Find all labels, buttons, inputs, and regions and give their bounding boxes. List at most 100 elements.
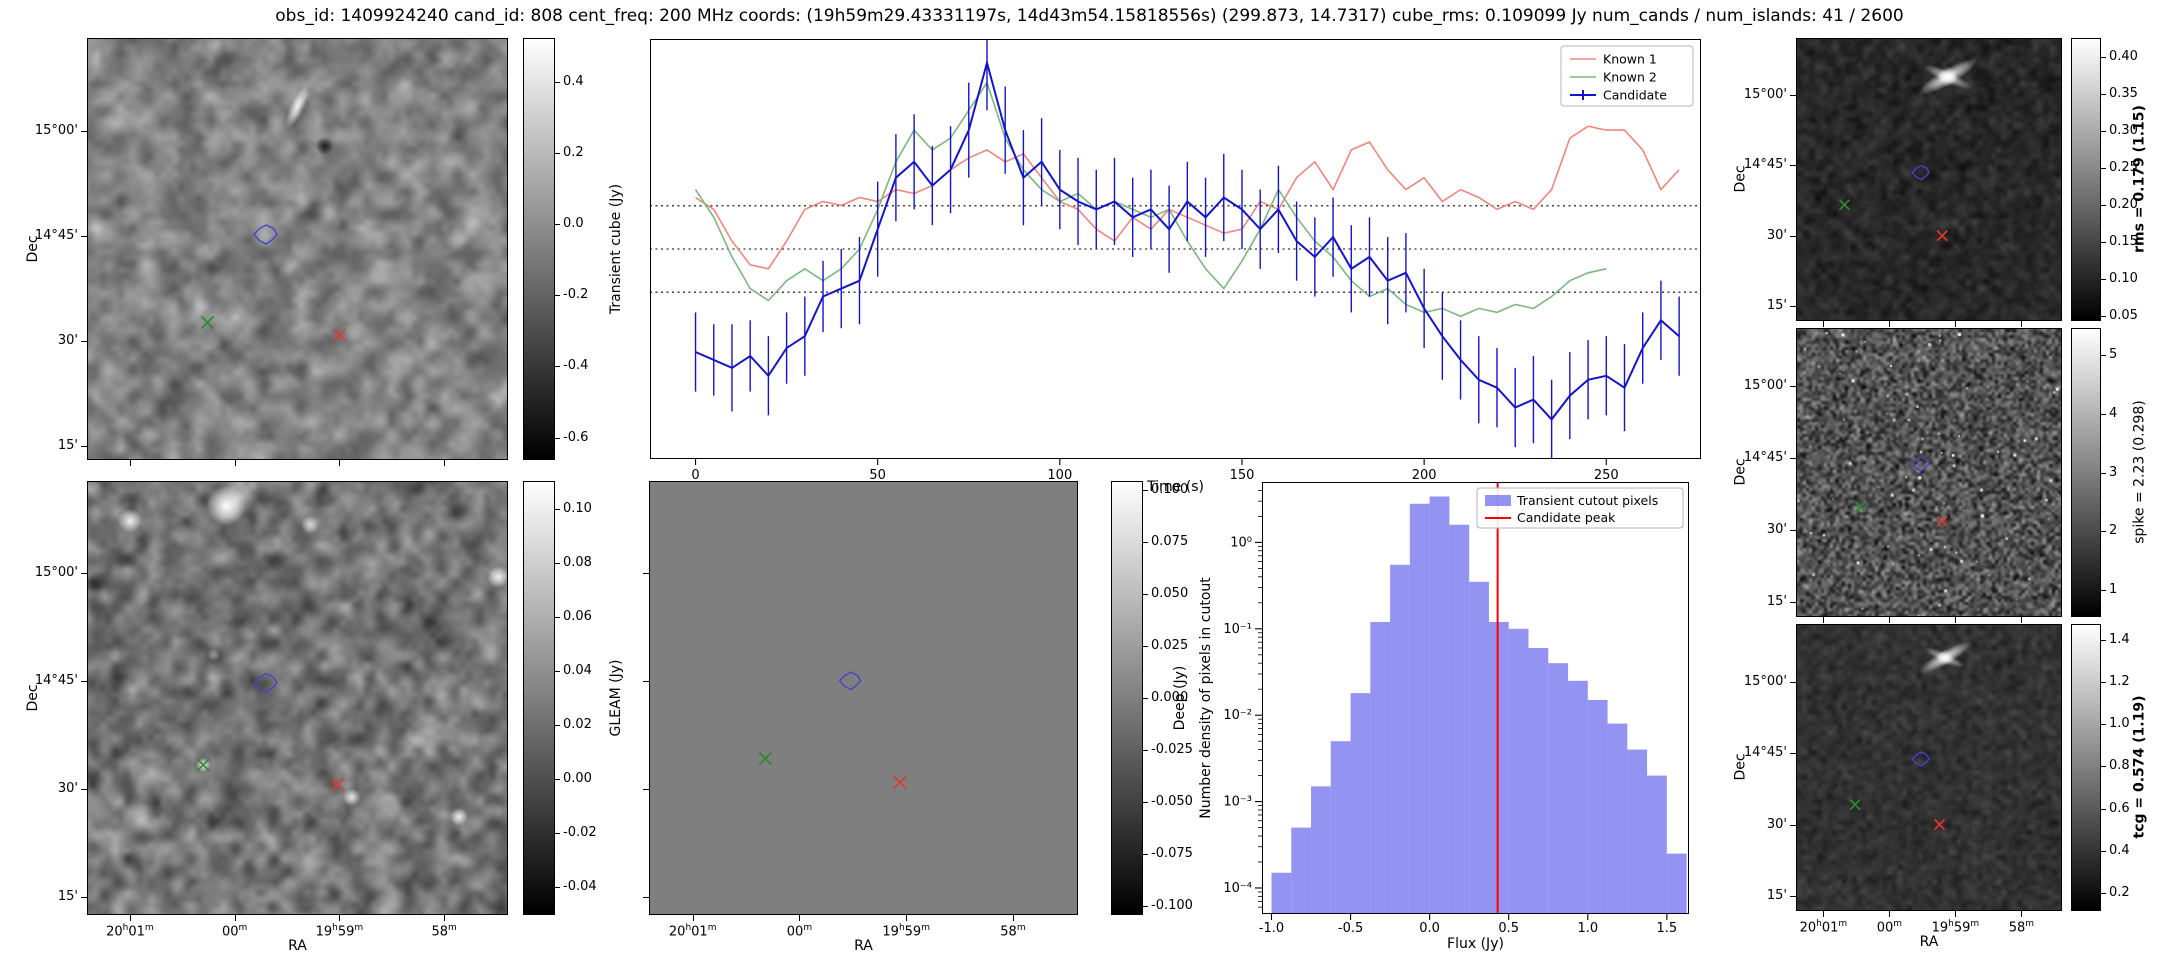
x-tick-label: 200	[1412, 468, 1437, 483]
colorbar-tick-label: 1.2	[2109, 674, 2130, 689]
x-tick-label: 100	[1047, 468, 1072, 483]
axis-tick-mark	[554, 887, 560, 888]
legend-patch	[1485, 495, 1511, 506]
colorbar-tick-label: 0.000	[1151, 690, 1189, 705]
axis-tick-mark	[444, 914, 446, 921]
hist-bar	[1350, 693, 1371, 914]
axis-tick-mark	[2100, 724, 2106, 726]
colorbar-tick-label: -0.025	[1151, 741, 1193, 757]
colorbar-tick-label: 0.4	[563, 73, 584, 89]
axis-tick-mark	[1142, 905, 1148, 907]
hist-bar	[1627, 749, 1648, 914]
axis-tick-mark	[81, 446, 88, 448]
dec-tick-label: 15°00'	[34, 564, 78, 580]
axis-tick-mark	[2100, 355, 2106, 357]
colorbar-tick-label: 0.00	[563, 771, 592, 786]
axis-tick-mark	[1889, 320, 1891, 327]
axis-tick-mark	[1955, 320, 1957, 327]
tcg-panel	[1796, 624, 2062, 911]
axis-tick-mark	[1790, 95, 1797, 97]
ra-tick-label: 58m	[2008, 919, 2035, 936]
ra-tick-label: 20h01m	[1799, 919, 1848, 936]
axis-tick-mark	[1142, 594, 1148, 596]
axis-tick-mark	[129, 914, 131, 921]
colorbar-tick-label: 0.35	[2109, 86, 2138, 102]
axis-tick-mark	[2100, 893, 2106, 895]
transient-panel	[87, 38, 508, 460]
colorbar-tick-label: 0.02	[563, 717, 592, 732]
dec-axis-label-transient: Dec	[25, 235, 41, 263]
histogram-legend: Transient cutout pixels Candidate peak	[1476, 487, 1684, 529]
known1-x-marker	[893, 775, 907, 789]
axis-tick-mark	[81, 680, 88, 682]
dec-axis-label-spike: Dec	[1732, 458, 1749, 486]
axis-tick-mark	[1142, 490, 1148, 492]
transient-marker-overlay	[200, 224, 347, 342]
hist-bar	[1390, 564, 1410, 914]
gleam-colorbar	[523, 481, 555, 915]
known2-x-marker	[1849, 798, 1861, 811]
axis-tick-mark	[554, 563, 560, 564]
axis-tick-mark	[554, 295, 560, 297]
axis-tick-mark	[554, 509, 560, 510]
rms-cutout-image	[1797, 39, 2061, 320]
known1-x-marker	[1936, 515, 1948, 527]
axis-tick-mark	[554, 833, 560, 834]
y-tick-label: 10⁻⁴	[1223, 881, 1252, 896]
axis-tick-mark	[1142, 698, 1148, 699]
known2-x-marker	[196, 758, 210, 772]
axis-tick-mark	[1790, 601, 1797, 603]
axis-tick-mark	[1790, 682, 1797, 683]
x-tick-label: 250	[1594, 468, 1619, 483]
hist-bar	[1607, 723, 1628, 914]
legend-label: Known 2	[1603, 70, 1657, 85]
axis-tick-mark	[906, 914, 908, 921]
dec-tick-label: 15°00'	[1743, 378, 1787, 394]
colorbar-tick-label: -0.6	[563, 429, 589, 445]
dec-tick-label: 15°00'	[34, 123, 78, 139]
series-candidate	[694, 39, 1680, 459]
axis-tick-mark	[1955, 616, 1957, 623]
axis-tick-mark	[554, 366, 560, 368]
colorbar-tick-label: 0.05	[2109, 308, 2138, 324]
axis-tick-mark	[2100, 57, 2106, 59]
x-tick-label: 1.0	[1577, 921, 1598, 936]
x-tick-label: -0.5	[1338, 921, 1363, 936]
axis-tick-mark	[1790, 895, 1797, 897]
deep-cutout-image	[650, 482, 1077, 914]
colorbar-tick-label: 0.100	[1151, 482, 1189, 498]
axis-tick-mark	[1790, 386, 1797, 388]
colorbar-tick-label: 1.0	[2109, 716, 2130, 732]
colorbar-tick-label: -0.04	[563, 879, 597, 894]
colorbar-tick-label: 4	[2109, 405, 2118, 421]
colorbar-tick-label: 5	[2109, 347, 2118, 363]
x-tick-label: 0.5	[1498, 921, 1519, 936]
transient-colorbar	[523, 38, 555, 460]
axis-tick-mark	[1790, 165, 1797, 167]
plot-frame	[650, 39, 1701, 459]
axis-tick-mark	[81, 896, 88, 898]
known1-x-marker	[330, 777, 344, 792]
colorbar-tick-label: 1.4	[2109, 631, 2130, 647]
hist-bar	[1409, 503, 1430, 914]
ra-axis-label-gleam: RA	[288, 938, 307, 954]
legend-label: Candidate peak	[1517, 510, 1616, 525]
x-tick-label: 0	[691, 468, 699, 483]
spike-panel	[1796, 328, 2062, 617]
axis-tick-mark	[2100, 589, 2106, 591]
axis-tick-mark	[2100, 531, 2106, 533]
colorbar-tick-label: 2	[2109, 523, 2118, 539]
axis-tick-mark	[1955, 910, 1957, 917]
axis-tick-mark	[799, 914, 801, 921]
ra-tick-label: 19h59m	[315, 923, 364, 940]
axis-tick-mark	[1142, 801, 1148, 803]
x-tick-label: 1.5	[1657, 921, 1678, 936]
colorbar-tick-label: 0.0	[563, 216, 584, 232]
known2-x-marker	[758, 751, 772, 766]
candidate-contour	[1911, 751, 1930, 767]
axis-tick-mark	[554, 224, 560, 226]
rms-marker-overlay	[1838, 164, 1948, 242]
axis-tick-mark	[643, 572, 650, 574]
colorbar-tick-label: 0.075	[1151, 534, 1189, 550]
